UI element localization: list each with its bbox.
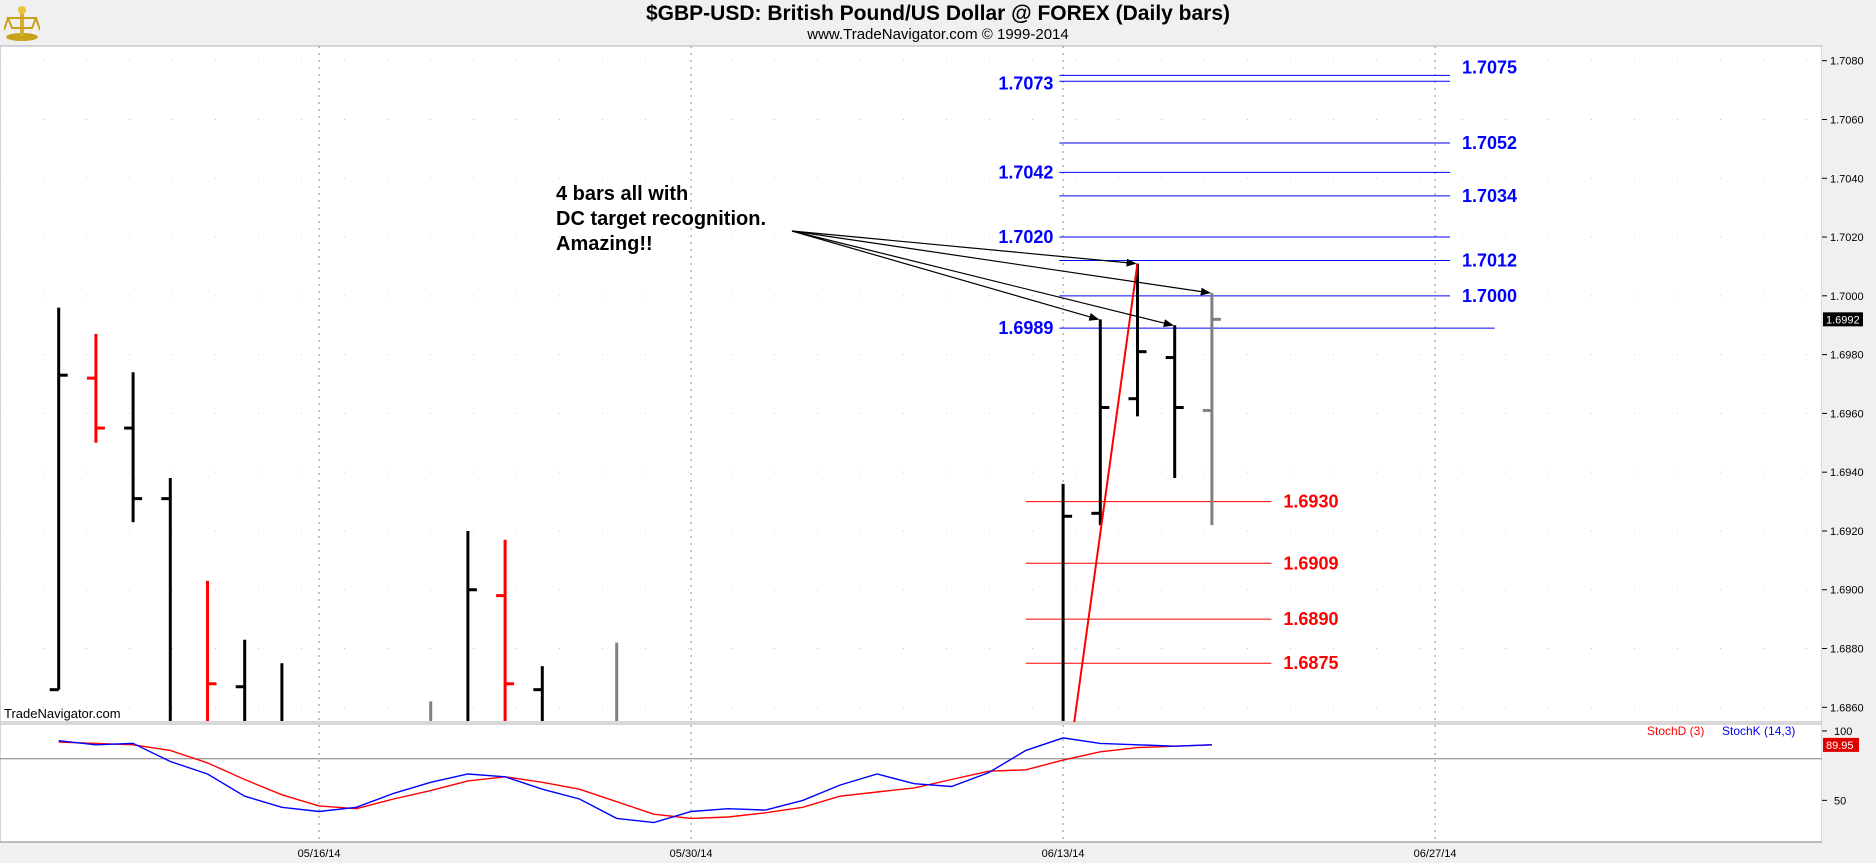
- chart-title: $GBP-USD: British Pound/US Dollar @ FORE…: [645, 2, 1231, 25]
- target-label: 1.6989: [998, 318, 1053, 338]
- x-tick-label: 06/27/14: [1414, 848, 1457, 860]
- annotation-text: DC target recognition.: [556, 208, 766, 230]
- last-price-label: 1.6992: [1826, 314, 1860, 326]
- price-panel-frame: [0, 45, 1823, 723]
- annotation-arrow: [791, 230, 1137, 267]
- target-label: 1.7073: [998, 73, 1053, 93]
- target-label: 1.6930: [1283, 492, 1338, 512]
- grid: [0, 45, 1876, 863]
- target-label: 1.6875: [1283, 653, 1338, 673]
- price-tick-label: 1.7060: [1830, 114, 1864, 126]
- chart-subtitle: www.TradeNavigator.com © 1999-2014: [807, 26, 1069, 43]
- stoch-tick-label: 50: [1834, 795, 1846, 807]
- stochastic-panel: StochD (3) StochK (14,3): [0, 724, 1822, 843]
- price-tick-label: 1.7020: [1830, 232, 1864, 244]
- price-tick-label: 1.6900: [1830, 585, 1864, 597]
- price-panel: 1.7075 1.7073 1.7052 1.7042 1.7034 1.7020 1.70…: [49, 57, 1517, 723]
- target-label: 1.7052: [1462, 133, 1517, 153]
- annotation-arrow: [791, 230, 1100, 321]
- ohlc-bar: [235, 639, 247, 721]
- target-label: 1.7034: [1462, 186, 1517, 206]
- stoch-tick-label: 100: [1834, 726, 1852, 738]
- ohlc-bar: [1061, 483, 1073, 721]
- x-tick-label: 06/13/14: [1042, 848, 1085, 860]
- trend-line: [1073, 263, 1139, 723]
- ohlc-bar: [161, 478, 172, 721]
- axes: 1.7080 1.7060 1.7040 1.7020 1.7000 1.6980 1.69…: [298, 56, 1864, 860]
- price-tick-label: 1.6980: [1830, 350, 1864, 362]
- ohlc-bar: [124, 372, 143, 523]
- ohlc-bar: [86, 334, 105, 443]
- chart-header: $GBP-USD: British Pound/US Dollar @ FORE…: [0, 0, 1876, 46]
- price-tick-label: 1.6860: [1830, 702, 1864, 714]
- price-tick-label: 1.7080: [1830, 56, 1864, 68]
- x-axis-strip: [0, 842, 1876, 863]
- trade-navigator-logo-icon: [4, 6, 40, 41]
- ohlc-bar: [1091, 319, 1110, 526]
- target-label: 1.6890: [1283, 609, 1338, 629]
- target-label: 1.7075: [1462, 57, 1517, 77]
- price-tick-label: 1.7000: [1830, 291, 1864, 303]
- target-label: 1.6909: [1283, 553, 1338, 573]
- ohlc-bar: [1128, 263, 1147, 417]
- annotation-text: Amazing!!: [556, 233, 653, 255]
- annotation-arrow: [791, 230, 1174, 327]
- price-tick-label: 1.6920: [1830, 526, 1864, 538]
- last-price-box: [1823, 312, 1863, 327]
- ohlc-bar: [206, 580, 217, 721]
- stoch-last-value-box: [1823, 737, 1859, 752]
- x-tick-label: 05/30/14: [670, 848, 713, 860]
- target-label: 1.7012: [1462, 251, 1517, 271]
- target-label: 1.7020: [998, 227, 1053, 247]
- target-label: 1.7000: [1462, 286, 1517, 306]
- stoch-series-line: [58, 741, 1212, 820]
- ohlc-bar: [1202, 292, 1221, 526]
- price-tick-label: 1.6960: [1830, 408, 1864, 420]
- stoch-legend-entry: StochK (14,3): [1722, 724, 1795, 738]
- ohlc-bar: [49, 307, 68, 692]
- price-tick-label: 1.6940: [1830, 467, 1864, 479]
- target-label: 1.7042: [998, 162, 1053, 182]
- ohlc-bar: [466, 530, 477, 721]
- stoch-last-value-label: 89.95: [1826, 740, 1854, 752]
- x-tick-label: 05/16/14: [298, 848, 341, 860]
- price-tick-label: 1.6880: [1830, 644, 1864, 656]
- y-axis-strip: [1822, 46, 1876, 842]
- price-tick-label: 1.7040: [1830, 173, 1864, 185]
- ohlc-bar: [496, 539, 515, 721]
- watermark: TradeNavigator.com: [4, 706, 121, 721]
- annotation-arrow: [791, 230, 1211, 296]
- ohlc-bar: [1165, 325, 1184, 479]
- ohlc-bar: [533, 666, 544, 721]
- annotation-text: 4 bars all with: [556, 183, 688, 205]
- stoch-legend-entry: StochD (3): [1647, 724, 1704, 738]
- stoch-series-line: [58, 737, 1212, 824]
